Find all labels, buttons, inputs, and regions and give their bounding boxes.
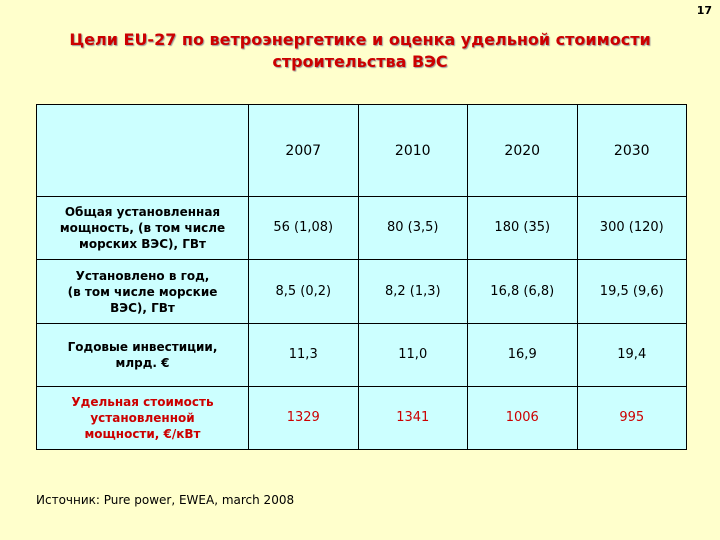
value-cell: 1341 (357, 385, 468, 451)
table-header-row: 2007 2010 2020 2030 (36, 103, 687, 198)
table-row-annual-investment: Годовые инвестиции, млрд. € 11,3 11,0 16… (36, 322, 687, 387)
value-cell: 11,3 (248, 322, 359, 387)
row-label-line: мощности, €/кВт (84, 426, 201, 441)
value-cell: 16,9 (467, 322, 578, 387)
value-cell: 1329 (248, 385, 359, 451)
row-label-line: Годовые инвестиции, (67, 339, 218, 354)
value-cell: 19,5 (9,6) (576, 259, 687, 324)
value-cell: 180 (35) (467, 196, 578, 261)
source-note: Источник: Pure power, EWEA, march 2008 (36, 493, 295, 507)
slide-title-line-1: Цели EU-27 по ветроэнергетике и оценка у… (69, 30, 651, 49)
value-cell: 11,0 (357, 322, 468, 387)
row-label-annual-installed: Установлено в год, (в том числе морские … (36, 259, 249, 324)
value-cell: 16,8 (6,8) (467, 259, 578, 324)
value-cell: 995 (576, 385, 687, 451)
value-cell: 1006 (467, 385, 578, 451)
row-label-line: мощность, (в том числе (59, 221, 226, 236)
row-label-annual-investment: Годовые инвестиции, млрд. € (36, 322, 249, 387)
year-header-2007: 2007 (248, 103, 359, 198)
slide-title-line-2: строительства ВЭС (272, 52, 448, 71)
value-cell: 300 (120) (576, 196, 687, 261)
row-label-line: Установлено в год, (75, 268, 210, 283)
value-cell: 8,2 (1,3) (357, 259, 468, 324)
row-label-line: (в том числе морские (67, 284, 218, 299)
row-label-line: морских ВЭС), ГВт (79, 237, 206, 252)
year-header-2010: 2010 (357, 103, 468, 198)
row-label-line: установленной (90, 410, 195, 425)
row-label-line: ВЭС), ГВт (110, 300, 175, 315)
row-label-total-capacity: Общая установленная мощность, (в том чис… (36, 196, 249, 261)
table-row-total-capacity: Общая установленная мощность, (в том чис… (36, 196, 687, 261)
wind-targets-table: 2007 2010 2020 2030 Общая установленная … (36, 103, 687, 451)
value-cell: 8,5 (0,2) (248, 259, 359, 324)
table-corner-cell (36, 103, 249, 198)
row-label-line: Общая установленная (64, 205, 221, 220)
value-cell: 56 (1,08) (248, 196, 359, 261)
value-cell: 19,4 (576, 322, 687, 387)
year-header-2030: 2030 (576, 103, 687, 198)
value-cell: 80 (3,5) (357, 196, 468, 261)
slide-title: Цели EU-27 по ветроэнергетике и оценка у… (40, 29, 680, 73)
row-label-unit-cost: Удельная стоимость установленной мощност… (36, 385, 249, 451)
row-label-line: Удельная стоимость (71, 394, 214, 409)
year-header-2020: 2020 (467, 103, 578, 198)
table-row-annual-installed: Установлено в год, (в том числе морские … (36, 259, 687, 324)
row-label-line: млрд. € (115, 355, 170, 370)
table-row-unit-cost: Удельная стоимость установленной мощност… (36, 385, 687, 451)
page-number: 17 (696, 4, 712, 17)
